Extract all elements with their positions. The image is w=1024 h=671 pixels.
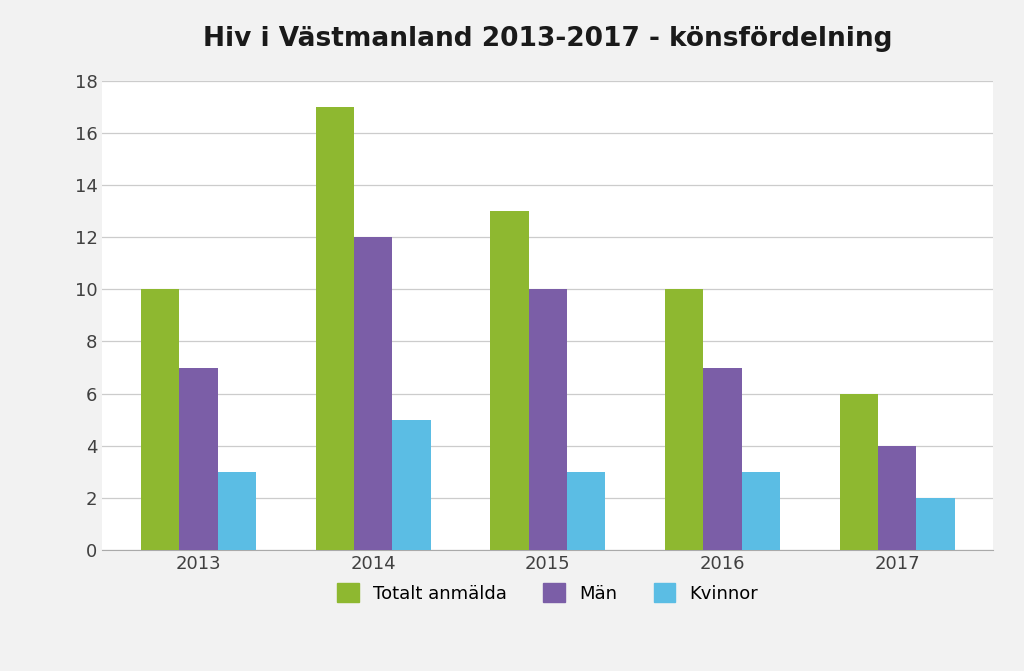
Bar <box>490 211 528 550</box>
Legend: Totalt anmälda, Män, Kvinnor: Totalt anmälda, Män, Kvinnor <box>329 574 767 612</box>
Bar <box>916 498 954 550</box>
Bar <box>840 394 878 550</box>
Bar <box>315 107 354 550</box>
Bar <box>141 289 179 550</box>
Bar <box>878 446 916 550</box>
Bar <box>567 472 605 550</box>
Bar <box>528 289 567 550</box>
Bar <box>703 368 741 550</box>
Bar <box>665 289 703 550</box>
Bar <box>392 420 431 550</box>
Bar <box>354 237 392 550</box>
Bar <box>218 472 256 550</box>
Bar <box>741 472 780 550</box>
Bar <box>179 368 218 550</box>
Title: Hiv i Västmanland 2013-2017 - könsfördelning: Hiv i Västmanland 2013-2017 - könsfördel… <box>203 25 893 52</box>
